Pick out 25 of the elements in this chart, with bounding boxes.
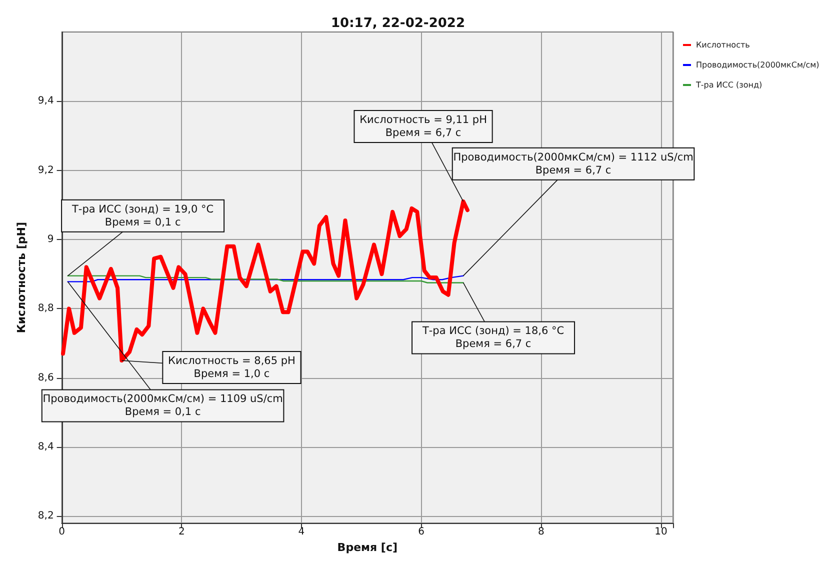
y-tick-label: 8,6 <box>38 372 54 384</box>
annotation: Кислотность = 8,65 pH Время = 1,0 с <box>168 355 296 380</box>
y-tick-label: 9,2 <box>38 164 54 176</box>
annotation: Кислотность = 9,11 pH Время = 6,7 с <box>360 114 487 139</box>
annotation: Т-ра ИСС (зонд) = 18,6 °C Время = 6,7 с <box>421 325 564 350</box>
y-tick-label: 9,4 <box>38 96 54 107</box>
x-axis-title: Время [с] <box>337 541 398 554</box>
y-tick-label: 8,4 <box>38 442 54 453</box>
legend-label: Т-ра ИСС (зонд) <box>695 80 762 90</box>
x-tick-label: 8 <box>538 526 544 538</box>
x-tick-label: 6 <box>418 526 425 538</box>
annotation: Проводимость(2000мкСм/см) = 1109 uS/cm Время = 0,1 с <box>42 393 283 418</box>
x-tick-label: 0 <box>58 526 65 538</box>
chart-title: 10:17, 22-02-2022 <box>331 16 465 31</box>
legend-label: Проводимость(2000мкСм/см) <box>696 60 820 70</box>
x-tick-label: 4 <box>298 526 305 538</box>
x-tick-label: 2 <box>178 526 185 538</box>
legend-label: Кислотность <box>696 40 750 50</box>
y-axis-title: Кислотность [pH] <box>15 222 28 334</box>
y-tick-label: 8,8 <box>38 303 54 314</box>
y-tick-label: 9 <box>47 234 54 246</box>
x-tick-label: 10 <box>654 526 668 538</box>
y-tick-label: 8,2 <box>38 510 54 522</box>
annotation: Проводимость(2000мкСм/см) = 1112 uS/cm Время = 6,7 с <box>453 151 694 176</box>
annotation: Т-ра ИСС (зонд) = 19,0 °C Время = 0,1 с <box>71 203 214 228</box>
